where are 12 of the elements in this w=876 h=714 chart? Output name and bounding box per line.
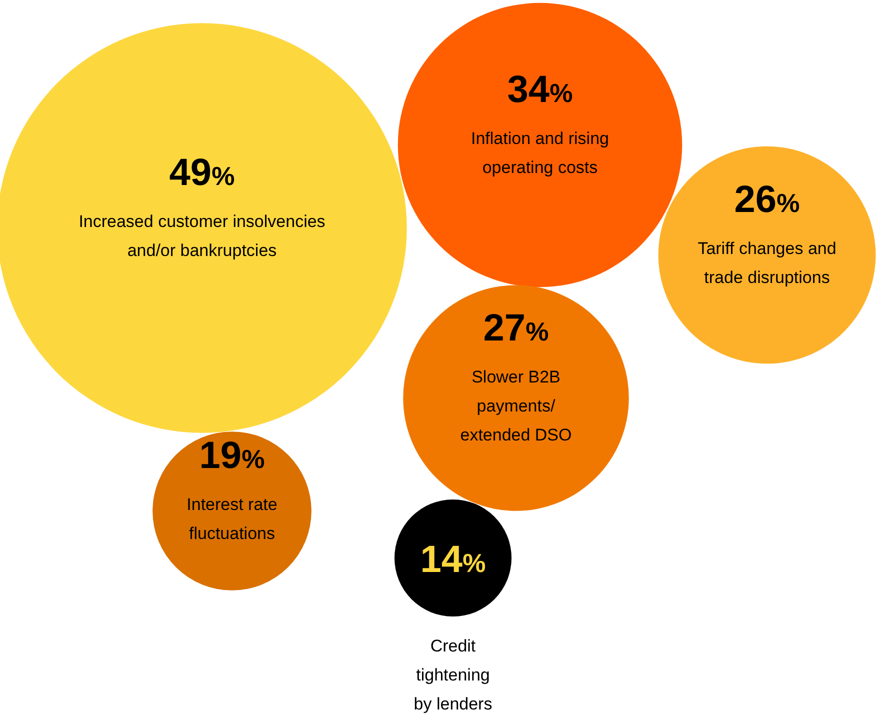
data-label: 34% [507,69,573,111]
category-label: Interest rate fluctuations [186,495,278,543]
category-label: Credit tightening by lenders [414,636,492,714]
data-label: 19% [199,435,265,477]
category-label: Slower B2B payments/ extended DSO [460,368,572,444]
data-label: 27% [483,308,549,350]
category-label: Inflation and rising operating costs [471,129,609,177]
data-label: 26% [734,179,800,221]
data-label: 14% [420,539,486,581]
data-label: 49% [169,152,235,194]
category-label: Increased customer insolvencies and/or bankruptcies [78,212,326,260]
category-label: Tariff changes and trade disruptions [698,239,836,287]
